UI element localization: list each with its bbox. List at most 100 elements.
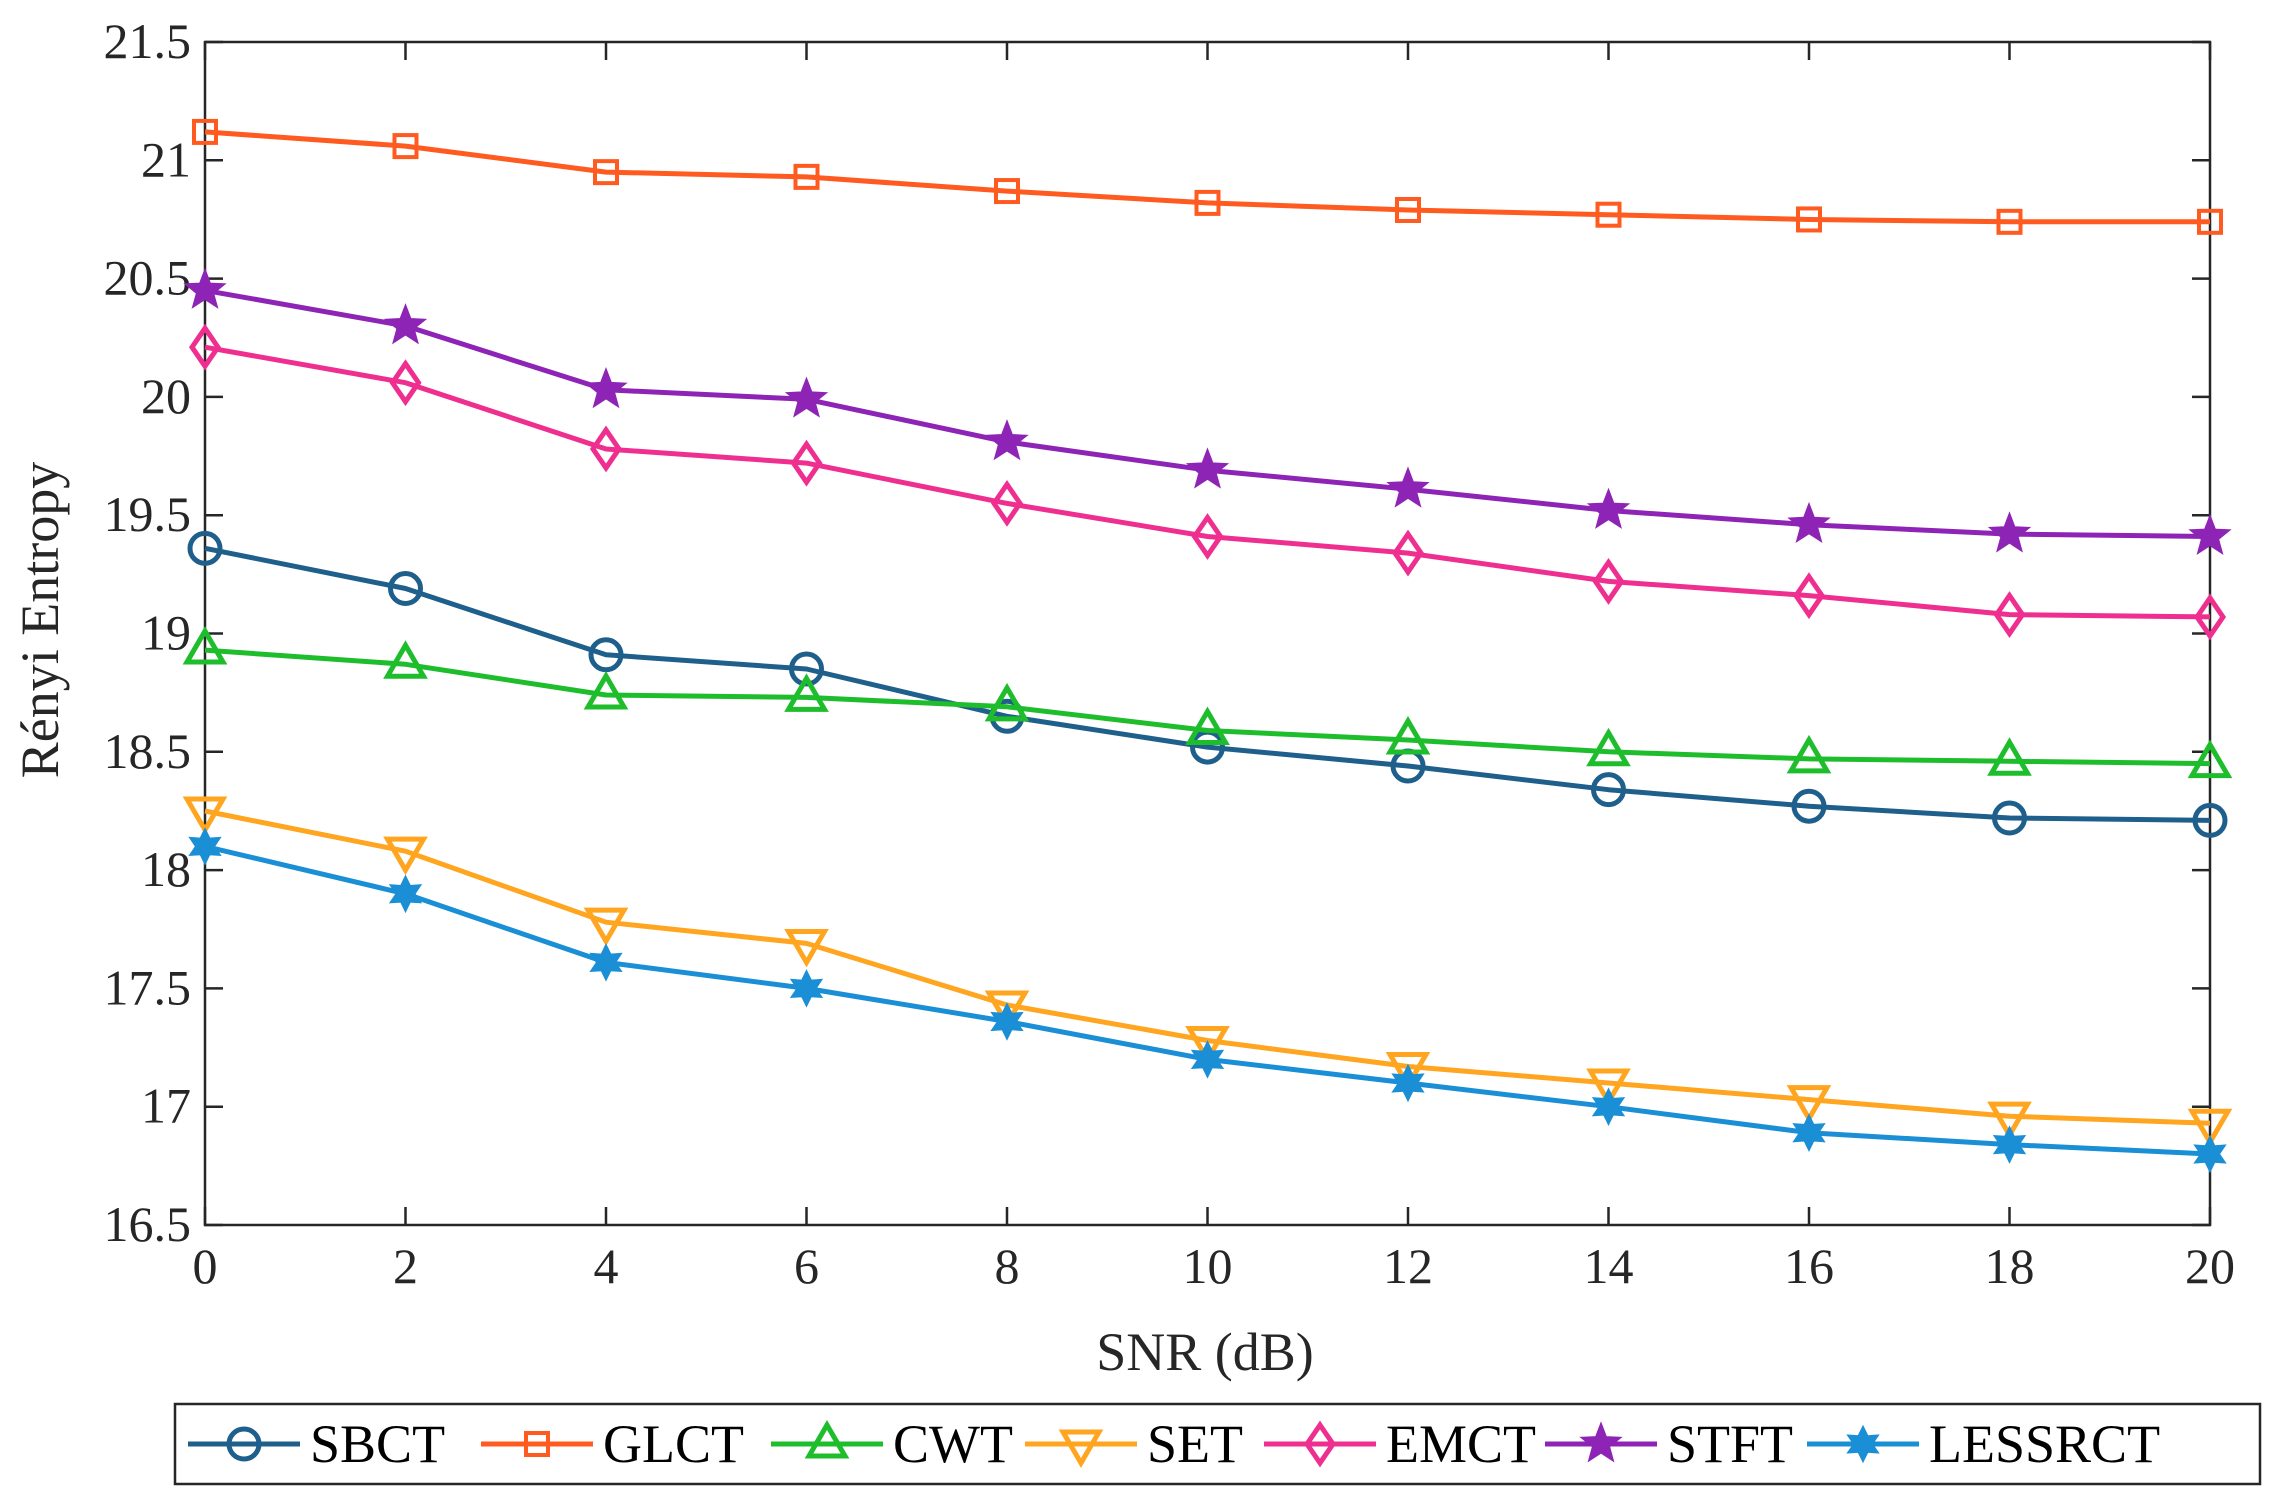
data-point-glct [392, 133, 419, 160]
x-tick-label: 16 [1784, 1238, 1834, 1294]
data-point-stft [1586, 487, 1631, 529]
y-tick-label: 20.5 [104, 250, 192, 306]
data-point-set [1987, 1101, 2032, 1141]
y-tick-label: 19.5 [104, 486, 192, 542]
data-point-emct [589, 425, 623, 473]
legend-marker [226, 1426, 262, 1462]
series-sbct [187, 530, 2228, 838]
data-point-cwt [1586, 727, 1631, 767]
legend-entry-emct: EMCT [1264, 1414, 1536, 1474]
x-tick-label: 12 [1383, 1238, 1433, 1294]
legend-marker [1579, 1421, 1623, 1463]
legend-label: STFT [1667, 1414, 1793, 1474]
data-point-stft [1987, 511, 2032, 553]
series-glct [192, 118, 2223, 235]
data-point-lessrct [990, 1002, 1024, 1041]
legend-label: GLCT [603, 1414, 744, 1474]
data-point-glct [793, 163, 820, 190]
series-line-glct [204, 129, 2210, 225]
data-point-emct [188, 323, 222, 371]
data-point-emct [990, 479, 1024, 527]
legend-marker [1846, 1424, 1880, 1464]
legend-entry-cwt: CWT [771, 1414, 1013, 1474]
data-point-stft [584, 366, 628, 409]
data-point-set [1786, 1085, 1832, 1124]
legend-marker [1303, 1420, 1337, 1468]
data-point-cwt [182, 626, 228, 665]
data-point-glct [2197, 208, 2223, 235]
y-tick-label: 17.5 [104, 959, 192, 1015]
legend-label: SET [1147, 1414, 1243, 1474]
series-emct [188, 323, 2227, 641]
data-point-sbct [1791, 788, 1827, 824]
legend-marker [804, 1420, 850, 1459]
data-point-glct [1395, 196, 1421, 223]
data-point-sbct [187, 530, 223, 566]
y-tick-label: 16.5 [104, 1196, 192, 1252]
data-point-emct [389, 359, 422, 407]
data-point-glct [994, 178, 1020, 205]
data-point-cwt [1385, 715, 1431, 755]
x-tick-label: 20 [2185, 1238, 2235, 1294]
data-point-emct [790, 439, 823, 487]
data-point-glct [1996, 208, 2023, 235]
data-point-stft [1787, 501, 1831, 544]
data-point-stft [985, 419, 1029, 461]
data-point-emct [1391, 529, 1425, 577]
x-tick-label: 2 [393, 1238, 418, 1294]
data-point-emct [1592, 558, 1625, 605]
data-point-set [583, 907, 629, 947]
data-point-stft [183, 267, 227, 309]
data-point-sbct [1992, 800, 2027, 836]
data-point-lessrct [2193, 1134, 2227, 1174]
y-axis-label: Rényi Entropy [10, 462, 70, 778]
x-tick-label: 14 [1584, 1238, 1634, 1294]
series-line-cwt [204, 647, 2211, 767]
data-point-emct [2193, 593, 2227, 641]
legend: SBCT GLCT CWT SET EMCT STFT LESSRCT [173, 1402, 2262, 1486]
series-cwt [182, 626, 2233, 779]
data-point-set [1385, 1051, 1431, 1091]
data-point-emct [1993, 591, 2026, 638]
data-point-set [784, 928, 829, 968]
data-point-cwt [583, 671, 629, 710]
data-point-set [182, 796, 228, 835]
x-axis-label: SNR (dB) [1096, 1322, 1314, 1382]
data-point-glct [593, 159, 619, 186]
series-layer [182, 118, 2233, 1174]
data-point-lessrct [1391, 1063, 1425, 1103]
data-point-glct [1194, 189, 1221, 216]
legend-entry-set: SET [1025, 1414, 1243, 1474]
data-point-cwt [1786, 734, 1832, 774]
data-point-cwt [784, 673, 829, 712]
data-point-lessrct [1992, 1125, 2027, 1164]
legend-label: SBCT [310, 1414, 445, 1474]
x-axis: 0 2 4 6 8 10 12 14 16 18 20 [193, 42, 2235, 1294]
data-point-sbct [1591, 772, 1626, 808]
data-point-lessrct [789, 969, 824, 1008]
x-tick-label: 6 [794, 1238, 819, 1294]
data-point-lessrct [1591, 1087, 1626, 1126]
data-point-set [1586, 1068, 1631, 1108]
y-tick-label: 19 [141, 605, 191, 661]
data-point-emct [1792, 572, 1826, 620]
legend-marker [1058, 1429, 1104, 1468]
data-point-lessrct [1792, 1113, 1826, 1152]
legend-marker [524, 1431, 550, 1457]
data-point-cwt [2187, 739, 2233, 779]
data-point-stft [784, 376, 829, 418]
data-point-stft [1386, 466, 1430, 508]
y-axis: 16.5 17 17.5 18 18.5 19 19.5 20 20.5 21 21.5 [104, 13, 2210, 1252]
data-point-cwt [1987, 737, 2032, 776]
data-point-cwt [984, 682, 1030, 722]
data-point-glct [192, 118, 218, 145]
data-point-stft [383, 303, 428, 345]
legend-label: EMCT [1386, 1414, 1536, 1474]
x-tick-label: 4 [594, 1238, 619, 1294]
legend-entry-sbct: SBCT [188, 1414, 445, 1474]
data-point-sbct [388, 571, 423, 607]
y-tick-label: 17 [141, 1078, 191, 1134]
x-tick-label: 0 [193, 1238, 218, 1294]
legend-label: LESSRCT [1929, 1414, 2160, 1474]
